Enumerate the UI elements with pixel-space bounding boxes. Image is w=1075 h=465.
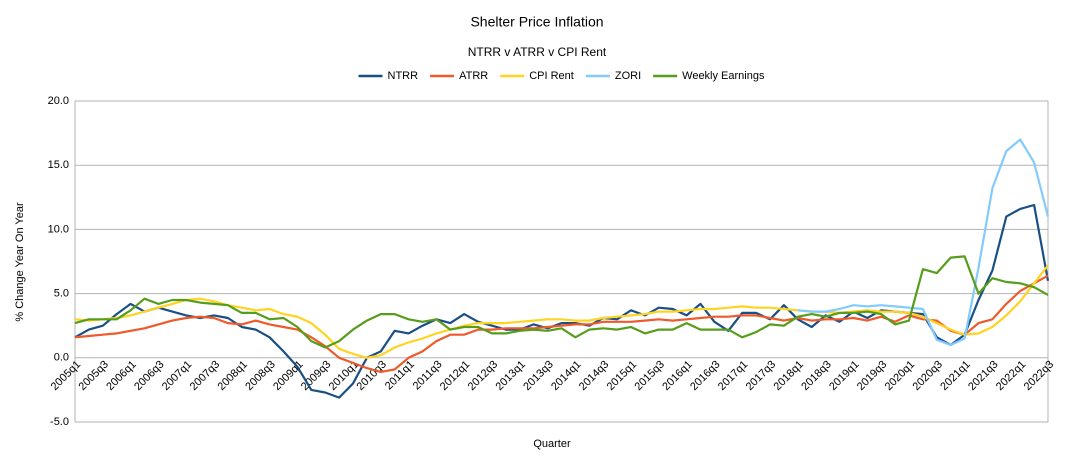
legend-label: CPI Rent <box>529 70 574 82</box>
chart-subtitle: NTRR v ATRR v CPI Rent <box>468 45 607 59</box>
series-line <box>74 264 1049 359</box>
series-line <box>797 138 1050 347</box>
y-tick-label: -5.0 <box>50 416 69 428</box>
legend-label: Weekly Earnings <box>682 70 765 82</box>
y-tick-label: 15.0 <box>48 159 69 171</box>
legend-label: ATRR <box>459 70 488 82</box>
chart-title: Shelter Price Inflation <box>470 14 603 30</box>
y-tick-label: 5.0 <box>54 288 69 300</box>
y-axis-label: % Change Year On Year <box>14 202 26 322</box>
legend: NTRR ATRR CPI Rent ZORI Weekly Earnings <box>358 70 765 82</box>
series-line <box>74 255 1049 349</box>
y-tick-label: 10.0 <box>48 223 69 235</box>
y-tick-label: 20.0 <box>48 95 69 107</box>
legend-label: NTRR <box>388 70 419 82</box>
y-tick-label: 0.0 <box>54 352 69 364</box>
x-axis-label: Quarter <box>533 438 571 450</box>
legend-label: ZORI <box>615 70 641 82</box>
